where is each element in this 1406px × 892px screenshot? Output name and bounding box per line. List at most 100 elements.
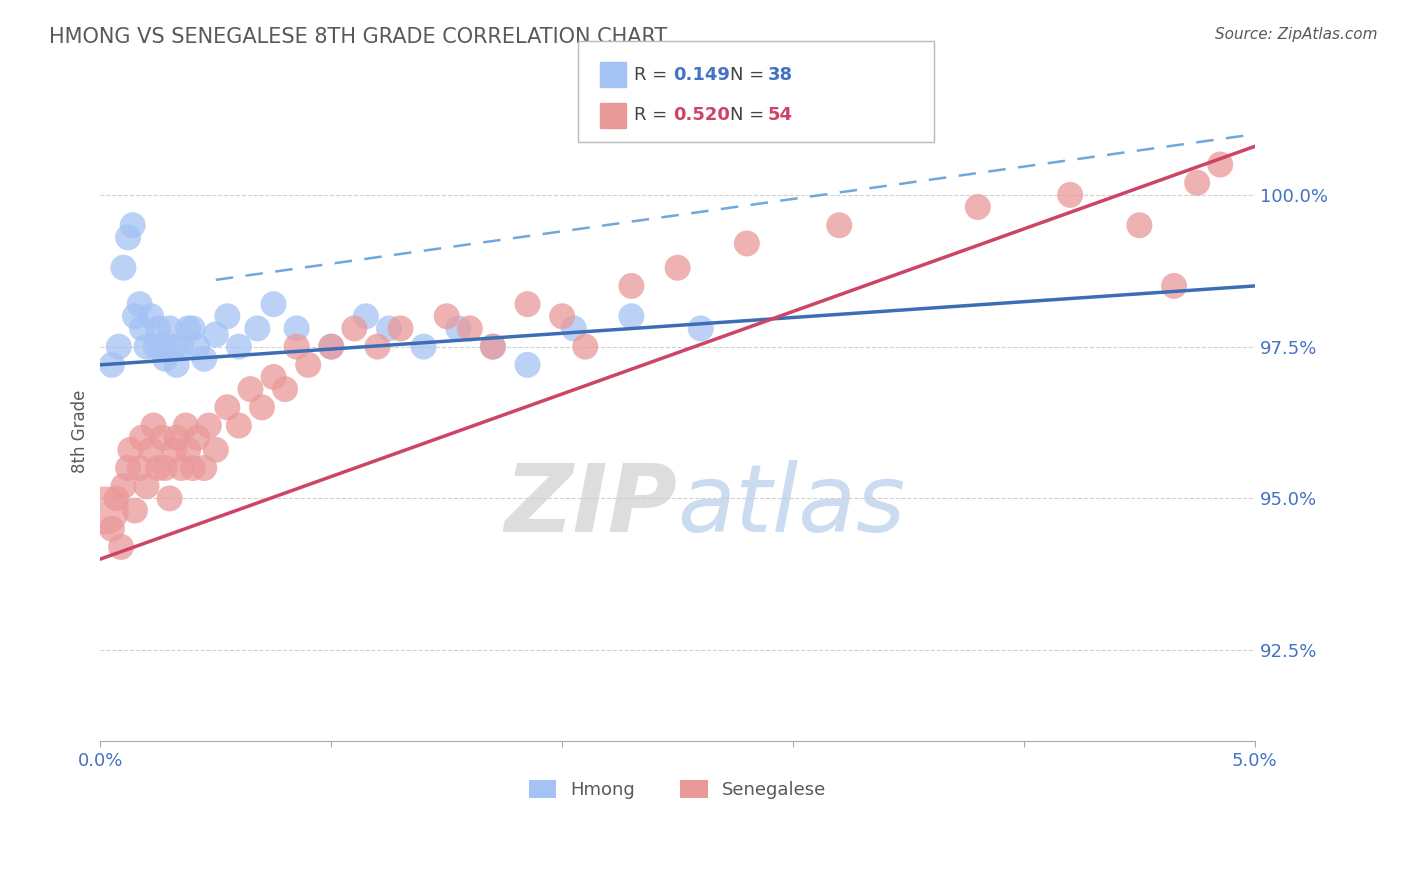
Point bbox=[274, 382, 297, 396]
Point bbox=[145, 340, 167, 354]
Point bbox=[141, 442, 163, 457]
Point bbox=[321, 340, 343, 354]
Point bbox=[412, 340, 434, 354]
Point bbox=[159, 491, 181, 506]
Point bbox=[217, 401, 239, 415]
Point bbox=[516, 358, 538, 372]
Point bbox=[166, 431, 188, 445]
Point bbox=[131, 431, 153, 445]
Text: 38: 38 bbox=[768, 66, 793, 84]
Point bbox=[263, 297, 285, 311]
Point bbox=[574, 340, 596, 354]
Point bbox=[735, 236, 758, 251]
Text: N =: N = bbox=[730, 106, 769, 124]
Point bbox=[551, 310, 574, 324]
Point bbox=[128, 297, 150, 311]
Point bbox=[1209, 157, 1232, 171]
Point bbox=[689, 321, 711, 335]
Point bbox=[146, 321, 169, 335]
Point bbox=[228, 418, 250, 433]
Point bbox=[105, 491, 128, 506]
Point bbox=[152, 340, 174, 354]
Point bbox=[204, 327, 226, 342]
Point bbox=[516, 297, 538, 311]
Point bbox=[343, 321, 366, 335]
Text: atlas: atlas bbox=[678, 460, 905, 551]
Point bbox=[297, 358, 319, 372]
Point bbox=[321, 340, 343, 354]
Point bbox=[966, 200, 988, 214]
Point bbox=[170, 461, 193, 475]
Text: ZIP: ZIP bbox=[505, 460, 678, 552]
Point bbox=[198, 418, 221, 433]
Point bbox=[285, 340, 308, 354]
Point bbox=[159, 321, 181, 335]
Point bbox=[163, 340, 186, 354]
Point bbox=[482, 340, 505, 354]
Point bbox=[124, 310, 146, 324]
Text: R =: R = bbox=[634, 106, 673, 124]
Point bbox=[166, 358, 188, 372]
Point bbox=[285, 321, 308, 335]
Text: 0.520: 0.520 bbox=[673, 106, 730, 124]
Point bbox=[389, 321, 412, 335]
Point bbox=[1128, 218, 1150, 232]
Point bbox=[110, 540, 132, 554]
Point bbox=[620, 310, 643, 324]
Point bbox=[174, 418, 197, 433]
Point bbox=[204, 442, 226, 457]
Point bbox=[436, 310, 458, 324]
Text: 54: 54 bbox=[768, 106, 793, 124]
Point bbox=[181, 321, 204, 335]
Point bbox=[152, 431, 174, 445]
Point bbox=[121, 218, 143, 232]
Point bbox=[170, 340, 193, 354]
Point bbox=[378, 321, 401, 335]
Point bbox=[828, 218, 851, 232]
Point bbox=[153, 351, 176, 366]
Point bbox=[354, 310, 377, 324]
Point bbox=[186, 340, 208, 354]
Point bbox=[117, 230, 139, 244]
Point bbox=[250, 401, 273, 415]
Point bbox=[186, 431, 208, 445]
Point bbox=[666, 260, 689, 275]
Text: R =: R = bbox=[634, 66, 673, 84]
Point bbox=[163, 442, 186, 457]
Point bbox=[458, 321, 481, 335]
Point bbox=[1185, 176, 1208, 190]
Legend: Hmong, Senegalese: Hmong, Senegalese bbox=[522, 772, 834, 806]
Text: 0.149: 0.149 bbox=[673, 66, 730, 84]
Point bbox=[146, 461, 169, 475]
Text: Source: ZipAtlas.com: Source: ZipAtlas.com bbox=[1215, 27, 1378, 42]
Point bbox=[153, 461, 176, 475]
Y-axis label: 8th Grade: 8th Grade bbox=[72, 390, 89, 474]
Point bbox=[228, 340, 250, 354]
Point bbox=[620, 279, 643, 293]
Point bbox=[131, 321, 153, 335]
Point bbox=[177, 442, 200, 457]
Point bbox=[128, 461, 150, 475]
Point bbox=[447, 321, 470, 335]
Point bbox=[217, 310, 239, 324]
Point bbox=[246, 321, 269, 335]
Point bbox=[135, 340, 157, 354]
Point bbox=[193, 461, 215, 475]
Point bbox=[193, 351, 215, 366]
Point bbox=[94, 503, 117, 517]
Point bbox=[108, 340, 131, 354]
Point bbox=[482, 340, 505, 354]
Point bbox=[124, 503, 146, 517]
Point bbox=[239, 382, 262, 396]
Point bbox=[117, 461, 139, 475]
Point bbox=[101, 522, 124, 536]
Point bbox=[562, 321, 585, 335]
Point bbox=[135, 479, 157, 493]
Point bbox=[120, 442, 142, 457]
Point bbox=[101, 358, 124, 372]
Point bbox=[1163, 279, 1185, 293]
Point bbox=[177, 321, 200, 335]
Point bbox=[263, 370, 285, 384]
Point bbox=[181, 461, 204, 475]
Point bbox=[1059, 187, 1081, 202]
